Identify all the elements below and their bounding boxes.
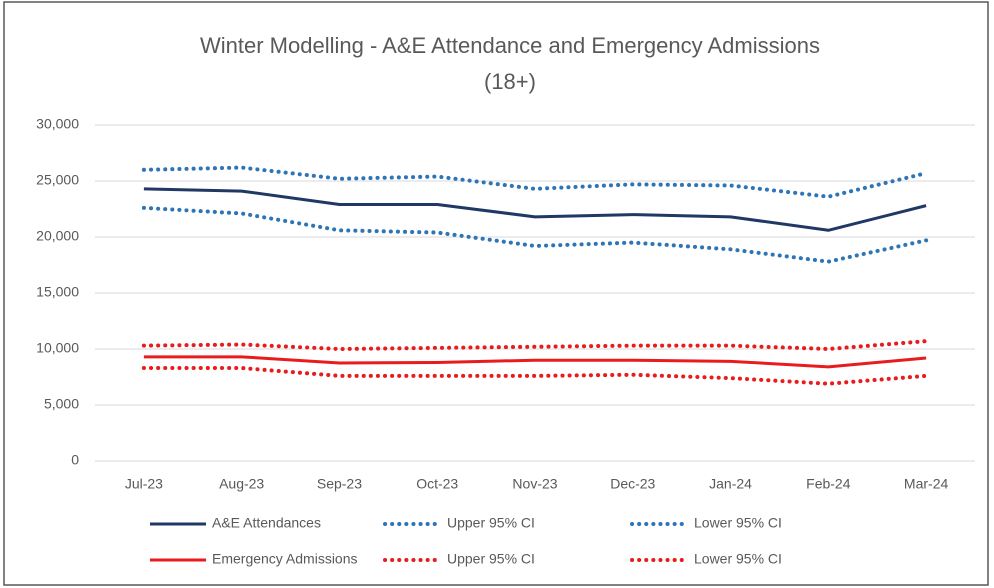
y-tick-label: 15,000	[36, 284, 79, 300]
x-tick-label: Feb-24	[806, 476, 851, 492]
x-tick-label: Dec-23	[610, 476, 655, 492]
series-line	[141, 165, 929, 199]
legend-label: Upper 95% CI	[447, 515, 535, 531]
legend-label: A&E Attendances	[212, 515, 321, 531]
x-tick-label: Sep-23	[317, 476, 362, 492]
chart-title: (18+)	[484, 69, 536, 94]
legend-label: Emergency Admissions	[212, 551, 358, 567]
legend-label: Upper 95% CI	[447, 551, 535, 567]
chart-title: Winter Modelling - A&E Attendance and Em…	[200, 33, 820, 58]
x-tick-label: Nov-23	[512, 476, 557, 492]
series-line	[141, 339, 929, 351]
y-tick-label: 5,000	[44, 396, 79, 412]
legend-label: Lower 95% CI	[694, 551, 782, 567]
y-tick-label: 25,000	[36, 172, 79, 188]
series-line	[143, 355, 927, 369]
series-line	[143, 187, 927, 232]
series-line	[141, 366, 929, 386]
x-tick-label: Mar-24	[904, 476, 949, 492]
y-tick-label: 20,000	[36, 228, 79, 244]
legend-label: Lower 95% CI	[694, 515, 782, 531]
y-tick-label: 30,000	[36, 116, 79, 132]
y-tick-label: 0	[71, 452, 79, 468]
series-line	[141, 205, 929, 264]
y-tick-label: 10,000	[36, 340, 79, 356]
x-tick-label: Oct-23	[416, 476, 458, 492]
x-tick-label: Aug-23	[219, 476, 264, 492]
x-tick-label: Jul-23	[125, 476, 163, 492]
x-tick-label: Jan-24	[709, 476, 752, 492]
